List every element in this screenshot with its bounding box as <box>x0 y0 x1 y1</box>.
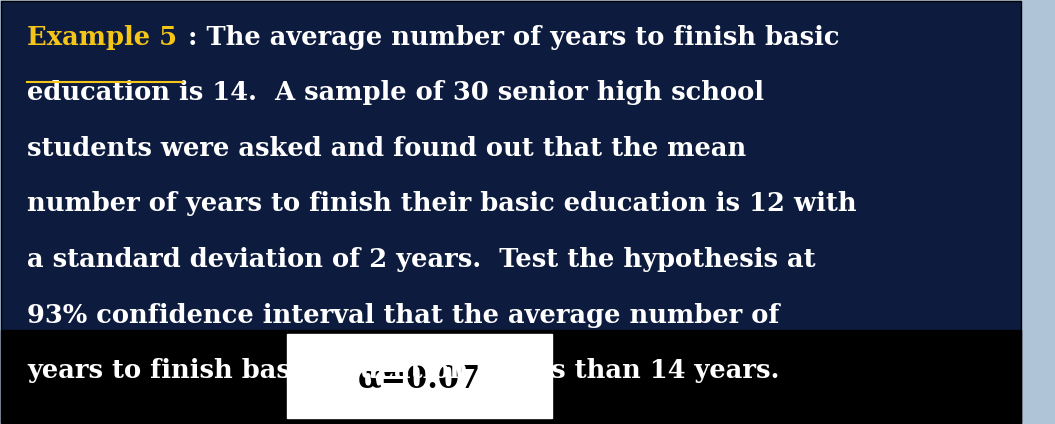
Text: 93% confidence interval that the average number of: 93% confidence interval that the average… <box>26 303 780 328</box>
Text: number of years to finish their basic education is 12 with: number of years to finish their basic ed… <box>26 191 857 216</box>
Text: students were asked and found out that the mean: students were asked and found out that t… <box>26 136 746 161</box>
Text: education is 14.  A sample of 30 senior high school: education is 14. A sample of 30 senior h… <box>26 80 764 105</box>
Text: α=0.07: α=0.07 <box>358 363 481 394</box>
FancyBboxPatch shape <box>1 330 1021 423</box>
FancyBboxPatch shape <box>1 1 1021 423</box>
Text: a standard deviation of 2 years.  Test the hypothesis at: a standard deviation of 2 years. Test th… <box>26 247 816 272</box>
Text: years to finish basic education is less than 14 years.: years to finish basic education is less … <box>26 358 780 383</box>
Text: Example 5: Example 5 <box>26 25 177 50</box>
FancyBboxPatch shape <box>287 334 552 418</box>
Text: : The average number of years to finish basic: : The average number of years to finish … <box>188 25 840 50</box>
